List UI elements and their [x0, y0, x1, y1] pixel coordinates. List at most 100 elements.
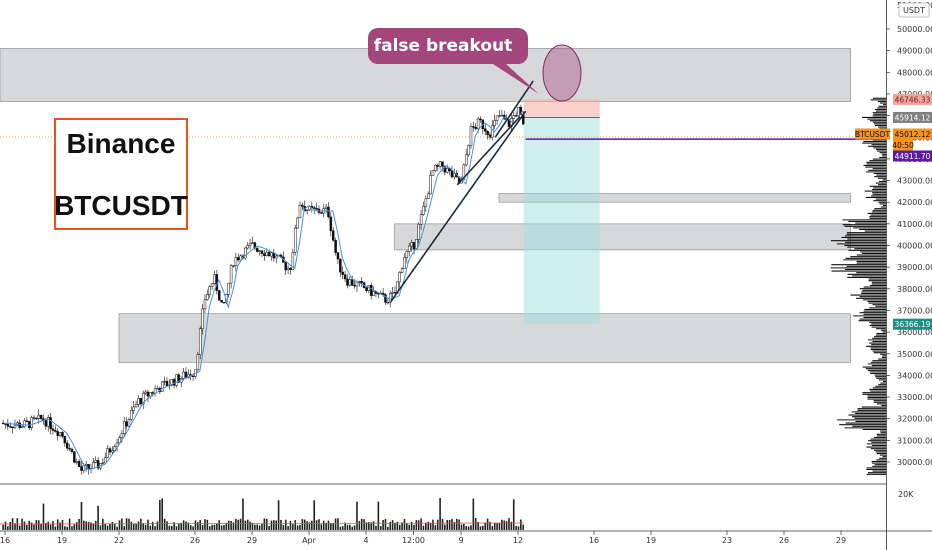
- price-tick-label: 50000.00: [897, 25, 932, 34]
- candle-body: [75, 461, 78, 463]
- currency-badge: [898, 2, 930, 18]
- volume-bar: [391, 520, 394, 530]
- volume-bar: [94, 520, 97, 530]
- candle-body: [51, 428, 55, 431]
- candle-body: [360, 281, 363, 283]
- volume-bar: [417, 520, 420, 530]
- trendline[interactable]: [494, 80, 534, 138]
- candle-body: [438, 161, 442, 167]
- candle-body: [125, 421, 128, 427]
- candle-body: [320, 212, 323, 214]
- price-axis[interactable]: 30000.00 31000.00 32000.00 33000.00 34000.00…: [855, 1, 932, 467]
- volume-bar: [14, 523, 16, 530]
- volume-bar: [182, 520, 185, 530]
- candle-body: [220, 299, 223, 303]
- candle-body: [500, 114, 504, 117]
- candle-body: [258, 250, 261, 252]
- candle-body: [293, 227, 297, 253]
- volume-pane: 20K: [0, 490, 914, 530]
- candle-body: [407, 245, 411, 252]
- volume-bar: [175, 526, 178, 530]
- price-tag: [893, 150, 932, 162]
- candle-body: [236, 257, 240, 261]
- candle-body: [170, 379, 173, 386]
- volume-bar: [512, 499, 515, 530]
- price-tag: [893, 111, 932, 123]
- volume-bar: [368, 522, 370, 530]
- volume-bar: [125, 518, 128, 530]
- volume-bar: [422, 525, 425, 530]
- supply-demand-zone[interactable]: [118, 313, 851, 363]
- candle-body: [417, 224, 420, 240]
- candle-body: [412, 242, 416, 250]
- volume-bar: [244, 520, 247, 530]
- candle-body: [118, 437, 121, 444]
- volume-bar: [201, 524, 204, 530]
- trendline[interactable]: [390, 110, 527, 303]
- candle-body: [149, 392, 152, 397]
- candle-body: [377, 293, 380, 295]
- volume-bar: [9, 521, 12, 530]
- volume-bar: [132, 523, 135, 530]
- volume-bar: [213, 524, 216, 530]
- trade-position-layer[interactable]: [523, 99, 600, 325]
- candle-body: [58, 432, 62, 436]
- volume-bar: [320, 524, 323, 530]
- volume-bar: [102, 518, 104, 530]
- symbol-box-exchange: Binance: [67, 128, 176, 159]
- volume-bar: [325, 523, 327, 530]
- candle-body: [369, 285, 373, 296]
- candle-body: [479, 118, 482, 121]
- breakout-highlight-ellipse[interactable]: [542, 44, 582, 102]
- volume-bar: [436, 519, 439, 530]
- time-tick-label: 19: [57, 536, 67, 545]
- candle-body: [77, 461, 81, 467]
- volume-bar: [4, 521, 7, 530]
- candle-body: [431, 170, 435, 176]
- stop-loss-area[interactable]: [523, 99, 600, 118]
- volume-bar: [472, 498, 475, 530]
- price-tick-label: 38000.00: [897, 285, 932, 294]
- volume-bar: [273, 520, 275, 530]
- candle-body: [44, 419, 48, 427]
- price-tick-label: 42000.00: [897, 198, 932, 207]
- volume-bar: [137, 521, 140, 530]
- volume-bar: [349, 524, 351, 530]
- volume-bar: [270, 520, 273, 530]
- candle-body: [263, 253, 266, 256]
- volume-axis-label: 20K: [898, 490, 914, 499]
- supply-demand-zone[interactable]: [394, 223, 851, 251]
- volume-bar: [192, 526, 194, 530]
- volume-bar: [470, 525, 472, 530]
- volume-bar: [56, 519, 59, 530]
- candle-body: [84, 464, 88, 466]
- candle-body: [13, 424, 17, 429]
- time-axis[interactable]: 16 19 22 26 29 Apr 4 12:00 9 12 16 19 23 26 29: [0, 531, 846, 545]
- volume-bar: [398, 524, 401, 530]
- time-tick-label: 4: [363, 536, 368, 545]
- volume-bar: [415, 520, 418, 530]
- volume-bar: [337, 518, 339, 530]
- candle-body: [429, 175, 432, 195]
- volume-bar: [448, 520, 451, 530]
- volume-bar: [401, 522, 403, 530]
- candle-body: [61, 432, 64, 437]
- volume-bar: [220, 525, 223, 530]
- candle-body: [201, 308, 204, 329]
- volume-bar: [372, 521, 375, 530]
- volume-bar: [118, 520, 121, 530]
- volume-bar: [318, 519, 320, 530]
- false-breakout-callout[interactable]: false breakout: [368, 28, 539, 94]
- price-tick-label: 37000.00: [897, 306, 932, 315]
- callout-text: false breakout: [374, 36, 513, 56]
- candle-body: [336, 252, 340, 260]
- volume-bar: [246, 519, 249, 530]
- candle-body: [341, 271, 344, 275]
- trendline[interactable]: [456, 116, 521, 186]
- take-profit-area[interactable]: [523, 117, 600, 325]
- candle-body: [206, 294, 209, 301]
- volume-bar: [432, 519, 434, 530]
- volume-bar: [334, 518, 337, 530]
- supply-demand-zone[interactable]: [498, 193, 851, 203]
